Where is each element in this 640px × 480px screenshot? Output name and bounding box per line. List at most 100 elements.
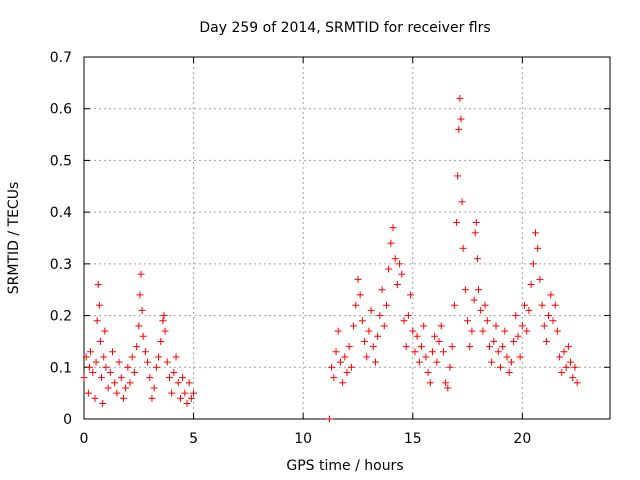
data-point [409, 327, 417, 335]
data-point [483, 317, 491, 325]
data-point [183, 399, 191, 407]
data-point [130, 368, 138, 376]
x-tick-labels: 0 5 10 15 20 [80, 431, 532, 447]
data-point [356, 291, 364, 299]
data-point [494, 348, 502, 356]
data-point [133, 343, 141, 351]
data-point [108, 348, 116, 356]
data-point [477, 306, 485, 314]
data-point [527, 281, 535, 289]
data-point [148, 394, 156, 402]
data-point [418, 343, 426, 351]
data-point [571, 363, 579, 371]
data-point [446, 363, 454, 371]
data-point [442, 379, 450, 387]
x-tick-label: 10 [294, 431, 312, 447]
data-point [479, 327, 487, 335]
data-point [325, 415, 333, 423]
data-point [415, 358, 423, 366]
data-point [396, 260, 404, 268]
data-point [85, 363, 93, 371]
data-point [350, 322, 358, 330]
data-point [136, 291, 144, 299]
data-point [93, 317, 101, 325]
data-point [99, 399, 107, 407]
data-point [128, 353, 136, 361]
data-point [551, 301, 559, 309]
data-point [556, 353, 564, 361]
x-tick-label: 5 [189, 431, 198, 447]
data-point [542, 337, 550, 345]
data-point [567, 358, 575, 366]
data-point [496, 363, 504, 371]
data-point [95, 301, 103, 309]
data-point [547, 291, 555, 299]
data-point [87, 348, 95, 356]
data-point [553, 327, 561, 335]
data-point [538, 301, 546, 309]
data-point [150, 384, 158, 392]
data-point [141, 348, 149, 356]
data-point [170, 368, 178, 376]
data-point [181, 389, 189, 397]
data-point [525, 306, 533, 314]
data-point [560, 348, 568, 356]
data-point [94, 281, 102, 289]
data-point [165, 374, 173, 382]
data-point [185, 379, 193, 387]
data-point [371, 358, 379, 366]
data-point [472, 218, 480, 226]
data-points [80, 94, 581, 423]
y-tick-label: 0.5 [50, 153, 72, 169]
data-point [367, 306, 375, 314]
chart-title: Day 259 of 2014, SRMTID for receiver flr… [199, 20, 490, 36]
data-point [135, 322, 143, 330]
data-point [345, 343, 353, 351]
data-point [450, 301, 458, 309]
data-point [435, 337, 443, 345]
data-point [455, 125, 463, 133]
data-point [100, 353, 108, 361]
data-point [80, 374, 88, 382]
data-point [378, 286, 386, 294]
data-point [363, 353, 371, 361]
data-point [365, 327, 373, 335]
data-point [361, 337, 369, 345]
data-point [503, 353, 511, 361]
data-point [564, 343, 572, 351]
data-point [400, 317, 408, 325]
data-point [157, 337, 165, 345]
data-point [461, 286, 469, 294]
data-point [176, 394, 184, 402]
data-point [347, 363, 355, 371]
data-point [413, 332, 421, 340]
data-point [431, 332, 439, 340]
data-point [380, 322, 388, 330]
data-point [328, 363, 336, 371]
data-point [92, 358, 100, 366]
data-point [382, 301, 390, 309]
data-point [343, 368, 351, 376]
data-point [168, 389, 176, 397]
data-point [159, 317, 167, 325]
data-point [540, 322, 548, 330]
x-tick-label: 20 [513, 431, 531, 447]
data-point [573, 379, 581, 387]
data-point [393, 281, 401, 289]
data-point [334, 327, 342, 335]
data-point [569, 374, 577, 382]
data-point [518, 322, 526, 330]
data-point [454, 172, 462, 180]
data-point [420, 322, 428, 330]
data-point [354, 275, 362, 283]
data-point [84, 389, 92, 397]
data-point [152, 363, 160, 371]
data-point [507, 358, 515, 366]
data-point [485, 343, 493, 351]
data-point [521, 301, 529, 309]
data-point [89, 368, 97, 376]
data-point [122, 384, 130, 392]
data-point [174, 379, 182, 387]
data-point [91, 394, 99, 402]
data-point [439, 348, 447, 356]
